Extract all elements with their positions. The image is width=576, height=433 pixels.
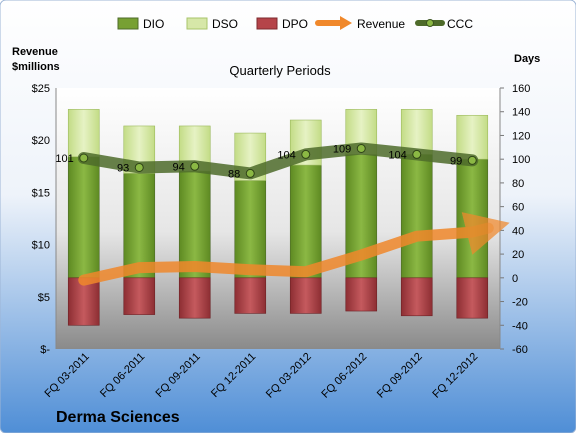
ccc-point (134, 162, 144, 172)
bar-dso (456, 114, 489, 160)
ccc-line-path (77, 142, 479, 180)
legend-marker-ccc (426, 19, 434, 27)
bar-dio (123, 173, 156, 279)
left-tick-label: $15 (32, 187, 50, 199)
left-axis-title-line1: Revenue (12, 46, 58, 58)
bar-dpo (456, 277, 489, 319)
legend-arrow-revenue (340, 16, 352, 30)
ccc-point (79, 153, 89, 163)
right-tick-label: 0 (512, 273, 518, 285)
ccc-data-label: 99 (450, 155, 462, 167)
legend-label-revenue: Revenue (357, 17, 405, 31)
bar-dio (400, 154, 433, 279)
bar-dpo (178, 277, 211, 319)
legend-label-dpo: DPO (282, 17, 308, 31)
ccc-point (467, 155, 477, 165)
right-tick-label: 60 (512, 202, 524, 214)
right-tick-label: 100 (512, 154, 530, 166)
legend-swatch-dpo (256, 17, 278, 30)
bar-dio (67, 156, 100, 279)
revenue-line-path (78, 212, 510, 286)
ccc-point (412, 149, 422, 159)
left-tick-label: $25 (32, 83, 50, 95)
right-tick-label: 140 (512, 107, 530, 119)
ccc-point (245, 168, 255, 178)
chart-title: Quarterly Periods (229, 63, 331, 78)
bar-dio (178, 170, 211, 279)
bar-dpo (400, 277, 433, 317)
revenue-series (78, 212, 510, 286)
ccc-data-label: 88 (228, 168, 240, 180)
left-axis: $25 $20 $15 $10 $5 $- (32, 83, 57, 356)
right-tick-label: 20 (512, 249, 524, 261)
bar-dio (456, 158, 489, 279)
ccc-data-label: 109 (333, 144, 351, 156)
right-tick-label: -20 (512, 297, 528, 309)
legend-swatch-dso (186, 17, 208, 30)
right-axis-title: Days (514, 53, 540, 65)
company-name: Derma Sciences (56, 409, 180, 426)
right-tick-label: 160 (512, 83, 530, 95)
right-tick-label: -40 (512, 320, 528, 332)
ccc-series: 101 93 94 88 104 109 104 99 (55, 142, 479, 180)
bar-dso (400, 109, 433, 155)
right-tick-label: 80 (512, 178, 524, 190)
left-tick-label: $20 (32, 135, 50, 147)
legend-label-dso: DSO (212, 17, 238, 31)
bar-dio (289, 164, 322, 279)
right-tick-label: -60 (512, 344, 528, 356)
bar-dso (67, 109, 100, 158)
ccc-point (301, 149, 311, 159)
ccc-data-label: 101 (55, 153, 73, 165)
ccc-point (190, 161, 200, 171)
bar-dpo (234, 277, 267, 314)
legend-label-dio: DIO (143, 17, 164, 31)
legend-label-ccc: CCC (447, 17, 473, 31)
right-tick-label: 40 (512, 225, 524, 237)
legend: DIO DSO DPO Revenue CCC (117, 16, 473, 31)
ccc-data-label: 94 (173, 161, 185, 173)
legend-swatch-dio (117, 17, 139, 30)
right-tick-label: 120 (512, 130, 530, 142)
ccc-point (356, 144, 366, 154)
left-axis-title-line2: $millions (12, 61, 60, 73)
bar-dpo (289, 277, 322, 314)
bar-dpo (123, 277, 156, 315)
bar-dpo (67, 277, 100, 326)
bar-dpo (345, 277, 378, 312)
ccc-data-label: 104 (388, 149, 406, 161)
ccc-data-label: 104 (277, 149, 295, 161)
plot-area (56, 88, 500, 349)
left-tick-label: $- (40, 344, 50, 356)
ccc-data-label: 93 (117, 162, 129, 174)
left-tick-label: $10 (32, 240, 50, 252)
left-tick-label: $5 (38, 292, 50, 304)
bar-dio (234, 180, 267, 279)
